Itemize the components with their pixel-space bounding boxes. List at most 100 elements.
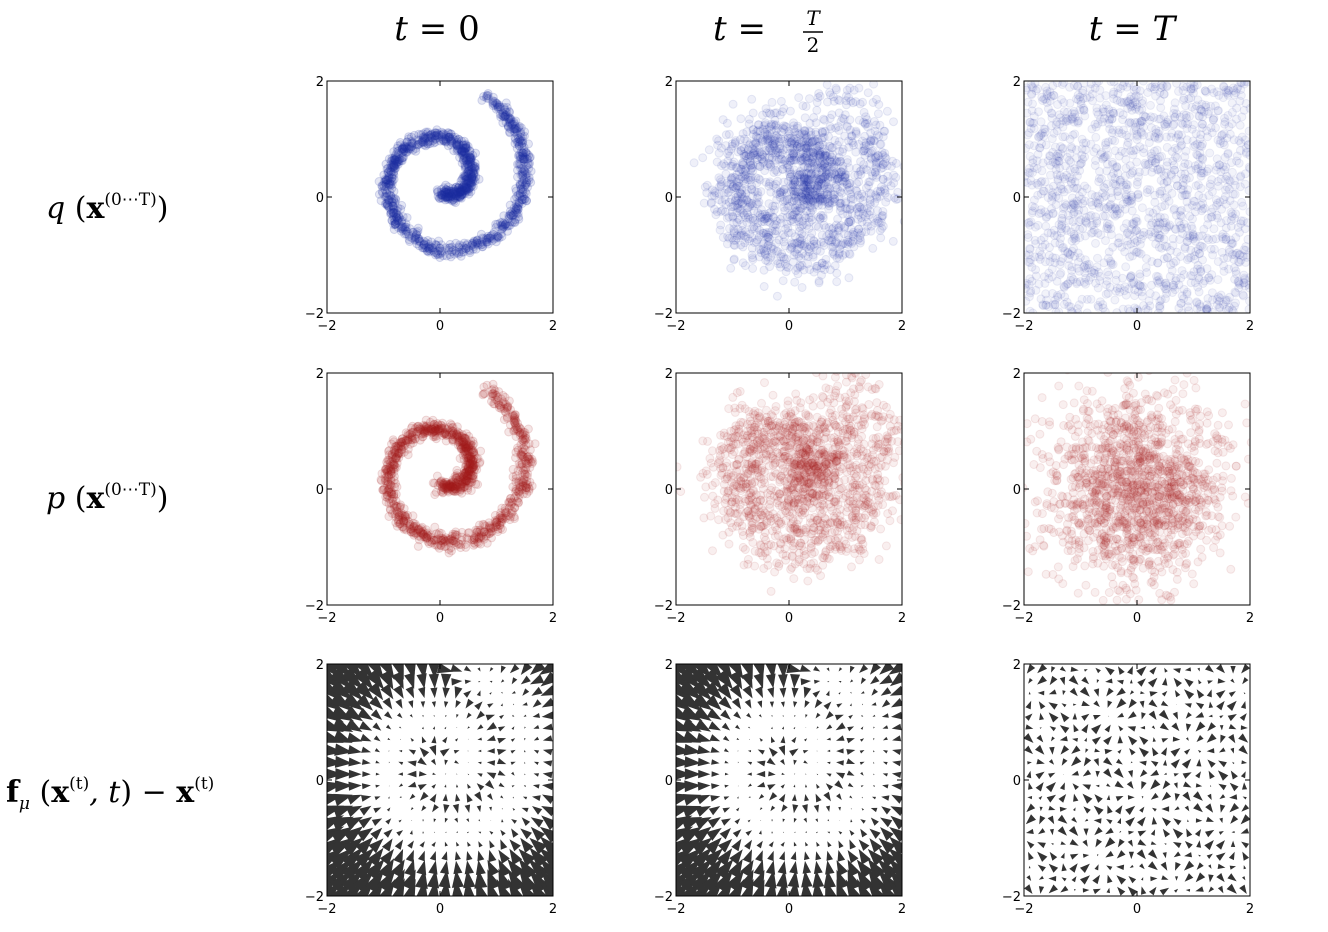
scatter-point (886, 181, 896, 191)
scatter-point (742, 195, 752, 205)
scatter-point (1034, 252, 1044, 262)
scatter-point (447, 138, 457, 148)
scatter-point (1024, 250, 1031, 260)
scatter-point (1132, 226, 1141, 235)
scatter-point (748, 108, 758, 118)
scatter-point (1238, 201, 1248, 211)
scatter-point (754, 120, 764, 130)
scatter-point (747, 243, 757, 253)
scatter-point (840, 170, 850, 180)
scatter-point (740, 165, 750, 175)
scatter-point (1042, 98, 1052, 107)
scatter-point (813, 183, 823, 193)
scatter-point (807, 187, 817, 197)
scatter-point (706, 199, 716, 208)
scatter-point (828, 190, 838, 200)
scatter-point (815, 149, 825, 159)
scatter-point (1240, 81, 1250, 87)
scatter-point (816, 210, 826, 220)
scatter-point (412, 228, 422, 237)
scatter-point (439, 136, 449, 146)
scatter-point (389, 220, 399, 230)
scatter-point (1035, 143, 1044, 153)
scatter-point (394, 154, 404, 164)
scatter-point (498, 221, 507, 231)
scatter-point (882, 161, 892, 171)
scatter-point (841, 204, 851, 213)
scatter-point (800, 239, 810, 249)
scatter-point (854, 139, 864, 149)
scatter-point (513, 190, 523, 200)
scatter-point (825, 142, 835, 151)
scatter-point (466, 169, 475, 179)
scatter-point (758, 239, 768, 249)
scatter-point (1086, 294, 1096, 304)
scatter-point (458, 241, 468, 251)
scatter-point (1195, 141, 1205, 151)
scatter-point (399, 146, 409, 156)
scatter-point (810, 242, 819, 251)
scatter-point (821, 171, 831, 181)
scatter-point (1082, 218, 1092, 228)
scatter-point (809, 267, 819, 277)
scatter-point (689, 158, 699, 168)
scatter-point (513, 159, 522, 169)
scatter-point (1241, 257, 1250, 267)
scatter-point (1075, 253, 1085, 263)
scatter-point (733, 224, 743, 234)
scatter-point (388, 201, 398, 211)
scatter-point (413, 234, 423, 243)
scatter-point (772, 189, 782, 199)
scatter-point (802, 148, 812, 158)
scatter-point (861, 183, 871, 193)
scatter-point (716, 143, 726, 153)
scatter-point (462, 183, 472, 193)
scatter-point (1143, 305, 1153, 313)
scatter-point (1077, 194, 1086, 204)
scatter-point (749, 224, 759, 234)
scatter-point (1091, 132, 1101, 142)
scatter-point (459, 243, 469, 253)
scatter-point (388, 155, 398, 165)
scatter-point (390, 155, 400, 164)
scatter-point (1179, 284, 1189, 294)
scatter-point (515, 189, 525, 199)
scatter-point (393, 223, 403, 233)
scatter-point (459, 143, 469, 153)
scatter-point (842, 122, 852, 132)
scatter-point (443, 192, 453, 202)
scatter-point (853, 214, 863, 224)
scatter-point (792, 187, 802, 197)
scatter-point (786, 216, 796, 226)
scatter-point (739, 144, 749, 153)
scatter-point (779, 252, 788, 262)
scatter-point (752, 147, 762, 157)
scatter-point (440, 191, 450, 201)
scatter-point (815, 192, 825, 202)
scatter-point (1193, 95, 1203, 105)
scatter-point (513, 203, 523, 213)
scatter-point (515, 135, 525, 145)
scatter-point (755, 152, 765, 162)
scatter-point (383, 175, 393, 185)
scatter-point (1069, 199, 1079, 209)
scatter-point (789, 180, 799, 190)
scatter-point (741, 189, 751, 199)
scatter-point (456, 251, 466, 261)
scatter-point (518, 152, 528, 162)
scatter-point (468, 163, 478, 173)
scatter-point (400, 142, 410, 152)
scatter-point (1115, 97, 1125, 107)
scatter-point (823, 199, 833, 208)
scatter-point (513, 130, 523, 140)
scatter-point (814, 222, 823, 232)
scatter-point (440, 192, 450, 202)
scatter-point (1160, 201, 1170, 211)
scatter-point (833, 184, 842, 194)
scatter-point (1050, 258, 1060, 268)
scatter-point (491, 219, 501, 229)
scatter-point (1061, 113, 1071, 123)
scatter-point (390, 164, 400, 174)
scatter-point (822, 231, 832, 241)
scatter-point (508, 119, 518, 129)
